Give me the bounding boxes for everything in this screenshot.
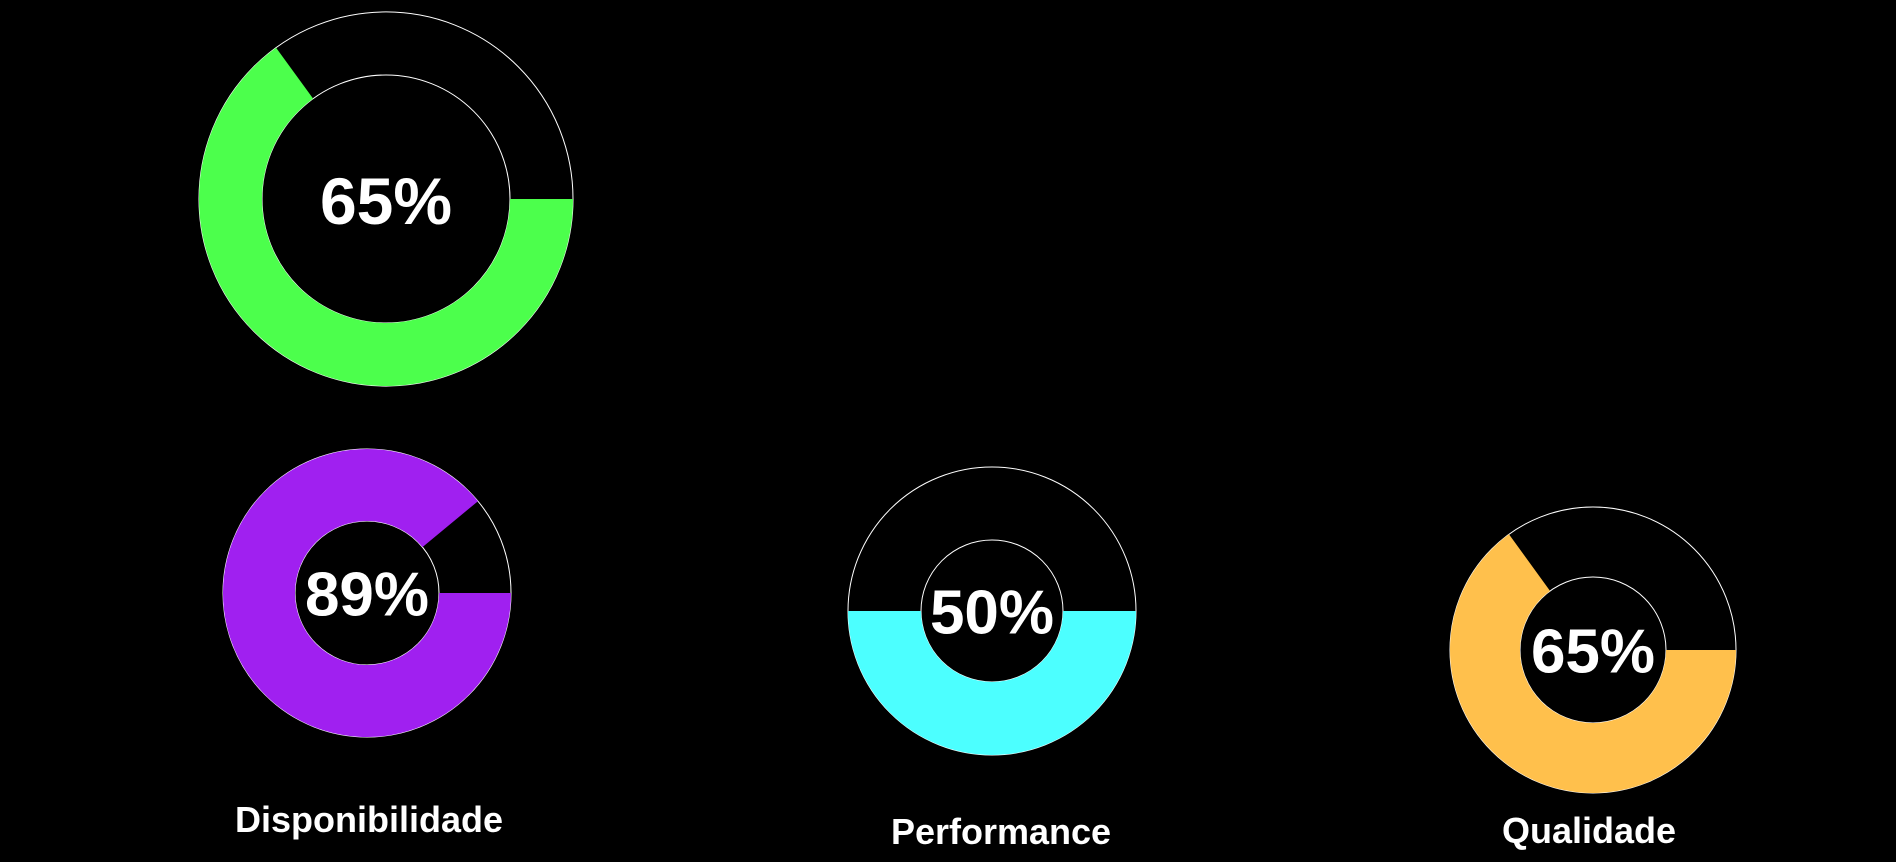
gauge-value-label: 65%: [1531, 618, 1655, 687]
gauge-value-arc: [1450, 534, 1736, 793]
gauge-qualidade: 65%: [1449, 506, 1737, 794]
gauge-disponibilidade: 89%: [222, 448, 512, 738]
gauge-caption-qualidade: Qualidade: [1502, 810, 1676, 851]
gauge-value-arc: [848, 611, 1136, 755]
gauge-value-label: 65%: [320, 164, 452, 238]
gauge-caption-disponibilidade: Disponibilidade: [235, 799, 503, 840]
gauge-value-arc: [223, 448, 511, 737]
gauge-value-arc: [199, 47, 573, 387]
gauge-performance: 50%: [847, 466, 1137, 756]
gauge-caption-performance: Performance: [891, 811, 1111, 852]
gauge-value-label: 50%: [930, 579, 1054, 648]
gauge-overall: 65%: [198, 11, 574, 387]
gauge-value-label: 89%: [305, 561, 429, 630]
